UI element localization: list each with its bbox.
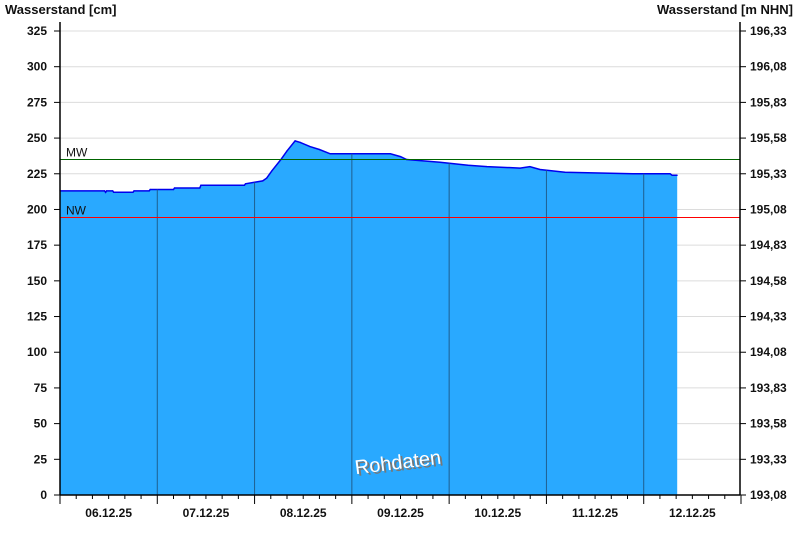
data-point bbox=[399, 156, 402, 158]
left-tick-label: 275 bbox=[27, 95, 47, 109]
right-tick-label: 194,58 bbox=[750, 274, 787, 288]
data-point bbox=[439, 161, 441, 163]
right-tick-label: 194,33 bbox=[750, 310, 787, 324]
x-tick-label: 09.12.25 bbox=[377, 506, 424, 520]
left-tick-label: 125 bbox=[27, 310, 47, 324]
data-point bbox=[486, 166, 488, 168]
left-tick-label: 325 bbox=[27, 24, 47, 38]
data-point bbox=[329, 153, 331, 155]
data-point bbox=[266, 177, 268, 179]
left-tick-label: 200 bbox=[27, 202, 47, 216]
right-tick-label: 195,08 bbox=[750, 202, 787, 216]
right-tick-label: 194,08 bbox=[750, 345, 787, 359]
area-fill bbox=[60, 140, 678, 495]
data-point bbox=[148, 190, 150, 192]
data-point bbox=[133, 190, 135, 192]
left-tick-label: 25 bbox=[34, 452, 48, 466]
data-point bbox=[286, 150, 288, 152]
x-tick-label: 08.12.25 bbox=[280, 506, 327, 520]
data-point bbox=[271, 170, 273, 172]
right-tick-label: 196,08 bbox=[750, 60, 787, 74]
right-tick-label: 193,08 bbox=[750, 488, 787, 502]
left-tick-label: 100 bbox=[27, 345, 47, 359]
data-point bbox=[149, 188, 151, 191]
data-point bbox=[309, 146, 311, 148]
data-point bbox=[299, 141, 301, 143]
x-tick-label: 10.12.25 bbox=[474, 506, 521, 520]
right-tick-label: 195,83 bbox=[750, 95, 787, 109]
reference-lines: MW NW bbox=[60, 146, 740, 218]
right-tick-label: 193,33 bbox=[750, 452, 787, 466]
left-tick-label: 0 bbox=[40, 488, 47, 502]
left-tick-label: 250 bbox=[27, 131, 47, 145]
right-tick-label: 196,33 bbox=[750, 24, 787, 38]
right-tick-label: 193,58 bbox=[750, 417, 787, 431]
data-point bbox=[244, 183, 247, 185]
data-point bbox=[389, 153, 391, 155]
left-tick-label: 75 bbox=[34, 381, 48, 395]
right-tick-label: 193,83 bbox=[750, 381, 787, 395]
data-point bbox=[112, 190, 114, 192]
left-tick-label: 50 bbox=[34, 417, 48, 431]
right-tick-label: 195,33 bbox=[750, 167, 787, 181]
data-point bbox=[105, 191, 107, 193]
reference-label-mw: MW bbox=[66, 146, 88, 160]
reference-label-nw: NW bbox=[66, 204, 87, 218]
data-point bbox=[676, 174, 678, 176]
data-area bbox=[59, 140, 678, 495]
data-point bbox=[199, 187, 201, 189]
data-point bbox=[113, 191, 115, 193]
data-point bbox=[564, 171, 566, 173]
data-point bbox=[539, 168, 541, 171]
left-tick-label: 175 bbox=[27, 238, 47, 252]
left-tick-label: 225 bbox=[27, 167, 47, 181]
data-point bbox=[529, 166, 531, 168]
axes: 0 193,08 25 193,33 50 193,58 75 193,83 100 194,08… bbox=[27, 22, 787, 520]
right-axis-title: Wasserstand [m NHN] bbox=[657, 2, 793, 17]
right-tick-label: 195,58 bbox=[750, 131, 787, 145]
x-tick-label: 11.12.25 bbox=[572, 506, 618, 520]
data-point bbox=[106, 190, 108, 192]
left-tick-label: 300 bbox=[27, 60, 47, 74]
data-point bbox=[243, 184, 245, 186]
right-tick-label: 194,83 bbox=[750, 238, 787, 252]
data-point bbox=[172, 188, 175, 191]
data-point bbox=[632, 173, 634, 175]
data-point bbox=[669, 173, 671, 175]
x-tick-label: 07.12.25 bbox=[183, 506, 230, 520]
data-point bbox=[132, 191, 134, 193]
left-axis-title: Wasserstand [cm] bbox=[5, 2, 117, 17]
x-tick-label: 12.12.25 bbox=[669, 506, 716, 520]
x-tick-label: 06.12.25 bbox=[85, 506, 132, 520]
data-point bbox=[294, 140, 296, 142]
data-point bbox=[200, 184, 202, 186]
data-point bbox=[318, 148, 320, 151]
data-point bbox=[467, 164, 469, 166]
data-point bbox=[519, 167, 521, 169]
data-point bbox=[262, 180, 264, 182]
data-point bbox=[173, 187, 176, 189]
data-point bbox=[104, 190, 106, 192]
data-point bbox=[671, 174, 673, 176]
left-tick-label: 150 bbox=[27, 274, 47, 288]
